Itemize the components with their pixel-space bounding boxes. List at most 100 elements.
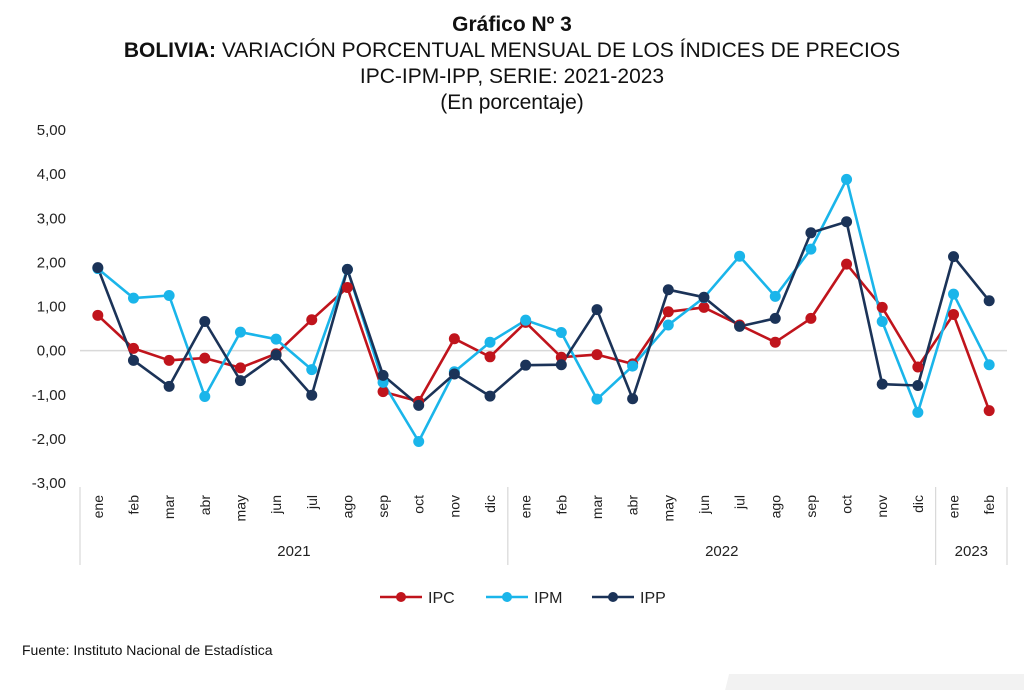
x-tick-label: dic — [910, 495, 926, 513]
data-point-ipc — [876, 301, 888, 313]
x-tick-label: oct — [411, 495, 427, 514]
data-point-ipp — [662, 284, 674, 296]
data-point-ipc — [591, 349, 603, 361]
data-point-ipm — [627, 360, 639, 372]
x-tick-label: mar — [161, 495, 177, 519]
data-point-ipp — [234, 375, 246, 387]
x-tick-label: may — [232, 495, 248, 521]
series-line-ipp — [96, 220, 991, 407]
x-tick-label: nov — [874, 495, 890, 518]
x-tick-label: ene — [518, 495, 534, 519]
chart-title: Gráfico Nº 3 — [452, 13, 572, 36]
chart-subtitle: BOLIVIA: VARIACIÓN PORCENTUAL MENSUAL DE… — [0, 38, 1024, 64]
data-point-ipp — [876, 378, 888, 390]
data-point-ipc — [377, 386, 389, 398]
y-tick-label: 4,00 — [37, 166, 66, 183]
data-point-ipm — [876, 316, 888, 328]
x-tick-label: ago — [767, 495, 783, 519]
chart-subtitle-text: VARIACIÓN PORCENTUAL MENSUAL DE LOS ÍNDI… — [215, 39, 901, 62]
data-point-ipp — [448, 368, 460, 380]
data-point-ipp — [199, 316, 211, 328]
data-point-ipc — [92, 309, 104, 321]
data-point-ipp — [841, 216, 853, 228]
data-point-ipp — [520, 359, 532, 371]
x-tick-label: ago — [339, 495, 355, 519]
legend-marker-ipm — [502, 592, 512, 602]
data-point-ipp — [805, 227, 817, 239]
data-point-ipm — [841, 173, 853, 185]
x-tick-label: dic — [482, 495, 498, 513]
data-point-ipm — [484, 336, 496, 348]
source-note: Fuente: Instituto Nacional de Estadístic… — [22, 642, 273, 658]
x-tick-label: may — [660, 495, 676, 521]
y-tick-label: -2,00 — [32, 431, 66, 448]
data-point-ipm — [520, 314, 532, 326]
data-point-ipp — [306, 389, 318, 401]
data-point-ipp — [377, 369, 389, 381]
data-point-ipc — [805, 312, 817, 324]
data-point-ipc — [448, 333, 460, 345]
data-point-ipc — [662, 306, 674, 318]
data-point-ipp — [769, 312, 781, 324]
x-tick-label: nov — [446, 495, 462, 518]
y-tick-label: 1,00 — [37, 299, 66, 316]
data-point-ipm — [199, 391, 211, 403]
y-tick-label: -3,00 — [32, 475, 66, 492]
data-point-ipm — [983, 359, 995, 371]
data-point-ipp — [341, 263, 353, 275]
data-point-ipc — [163, 354, 175, 366]
data-point-ipp — [912, 379, 924, 391]
y-tick-label: 5,00 — [37, 122, 66, 139]
data-point-ipc — [948, 308, 960, 320]
data-point-ipm — [948, 288, 960, 300]
x-tick-label: jun — [268, 495, 284, 515]
data-point-ipm — [127, 292, 139, 304]
data-point-ipp — [163, 380, 175, 392]
data-point-ipp — [734, 320, 746, 332]
year-group-label: 2021 — [277, 543, 310, 560]
legend-label-ipp: IPP — [640, 590, 666, 607]
y-tick-label: 0,00 — [37, 343, 66, 360]
data-point-ipm — [306, 364, 318, 376]
data-point-ipm — [662, 319, 674, 331]
data-point-ipc — [841, 258, 853, 270]
data-point-ipc — [983, 405, 995, 417]
data-point-ipc — [234, 362, 246, 374]
x-tick-label: abr — [197, 495, 213, 516]
data-point-ipp — [591, 304, 603, 316]
data-point-ipm — [555, 327, 567, 339]
legend-label-ipm: IPM — [534, 590, 562, 607]
data-point-ipp — [127, 354, 139, 366]
chart-subtitle-country: BOLIVIA: — [123, 39, 216, 62]
data-point-ipp — [92, 262, 104, 274]
data-point-ipm — [270, 333, 282, 345]
chart-series-line: IPC-IPM-IPP, SERIE: 2021-2023 — [359, 65, 665, 88]
data-point-ipm — [413, 436, 425, 448]
data-point-ipp — [698, 291, 710, 303]
x-tick-label: feb — [981, 495, 997, 515]
y-tick-label: 3,00 — [37, 210, 66, 227]
x-tick-label: mar — [589, 495, 605, 519]
data-point-ipm — [912, 406, 924, 418]
x-tick-label: feb — [553, 495, 569, 515]
data-point-ipc — [341, 282, 353, 294]
data-point-ipm — [805, 243, 817, 255]
data-point-ipp — [983, 295, 995, 307]
data-point-ipc — [306, 314, 318, 326]
data-point-ipc — [484, 351, 496, 363]
legend-label-ipc: IPC — [428, 590, 455, 607]
chart-title-block: Gráfico Nº 3 BOLIVIA: VARIACIÓN PORCENTU… — [0, 12, 1024, 116]
data-point-ipm — [734, 250, 746, 262]
x-tick-label: jul — [304, 495, 320, 510]
x-tick-label: ene — [90, 495, 106, 519]
legend-marker-ipc — [396, 592, 406, 602]
data-point-ipp — [484, 390, 496, 402]
data-point-ipp — [627, 393, 639, 405]
data-point-ipm — [163, 289, 175, 301]
x-tick-label: sep — [375, 495, 391, 518]
legend-marker-ipp — [608, 592, 618, 602]
x-tick-label: sep — [803, 495, 819, 518]
data-point-ipc — [127, 342, 139, 354]
y-tick-label: 2,00 — [37, 254, 66, 271]
data-point-ipp — [413, 399, 425, 411]
